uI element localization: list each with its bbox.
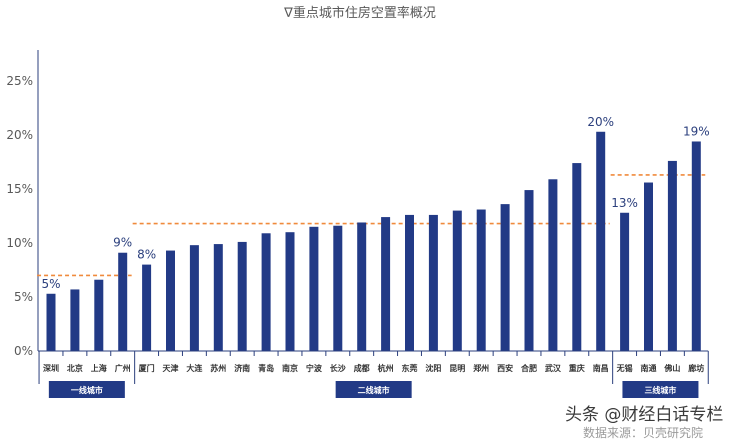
y-axis: 0% 5% 10% 15% 20% 25% xyxy=(6,50,39,358)
x-tick-label: 济南 xyxy=(234,363,250,373)
x-tick-label: 无锡 xyxy=(616,363,633,373)
x-tick-label: 郑州 xyxy=(473,363,489,373)
x-tick-label: 佛山 xyxy=(663,363,680,373)
tier-label: 一线城市 xyxy=(71,385,103,395)
y-tick-label: 0% xyxy=(14,344,33,358)
tier-label: 三线城市 xyxy=(644,385,676,395)
bar xyxy=(94,279,104,351)
x-tick-label: 昆明 xyxy=(449,363,465,373)
bar xyxy=(405,214,414,351)
bar xyxy=(667,160,677,351)
x-tick-label: 北京 xyxy=(67,363,83,373)
y-tick-label: 15% xyxy=(6,182,33,196)
bar xyxy=(309,226,319,351)
bar xyxy=(452,210,462,351)
x-tick-label: 杭州 xyxy=(378,363,394,373)
x-tick-label: 厦门 xyxy=(139,363,155,373)
bar xyxy=(476,209,486,351)
x-tick-label: 合肥 xyxy=(520,363,537,373)
x-tick-label: 广州 xyxy=(115,363,131,373)
y-tick-label: 5% xyxy=(14,290,33,304)
bar xyxy=(548,179,558,351)
data-label: 13% xyxy=(611,196,638,210)
x-tick-label: 西安 xyxy=(497,363,513,373)
x-tick-label: 长沙 xyxy=(330,363,346,373)
bar xyxy=(500,204,510,351)
data-label: 5% xyxy=(41,277,60,291)
tier-label-box xyxy=(622,381,699,398)
bar xyxy=(644,182,653,351)
x-tick-label: 大连 xyxy=(186,363,203,373)
tier-label: 二线城市 xyxy=(358,385,390,395)
x-tick-label: 深圳 xyxy=(43,363,59,373)
data-label: 20% xyxy=(587,115,614,129)
bar xyxy=(237,241,247,351)
bar xyxy=(70,289,80,351)
source-note: 数据来源：贝壳研究院 xyxy=(583,425,703,440)
bar xyxy=(524,190,534,351)
bar xyxy=(166,250,175,351)
bar xyxy=(46,293,56,351)
bars xyxy=(46,131,701,351)
average-lines xyxy=(37,174,706,277)
city-tier-groups: 一线城市 二线城市 三线城市 xyxy=(48,381,699,398)
x-tick-label: 廊坊 xyxy=(688,363,704,373)
watermark: 头条 @财经白话专栏 xyxy=(565,405,723,425)
bar xyxy=(381,217,391,351)
bar xyxy=(118,252,128,351)
chart-title: ∇重点城市住房空置率概况 xyxy=(283,5,436,21)
bar xyxy=(285,232,295,351)
bar xyxy=(428,214,438,351)
x-tick-label: 苏州 xyxy=(210,363,226,373)
y-tick-label: 20% xyxy=(6,128,33,142)
data-label: 19% xyxy=(683,124,710,138)
x-tick-label: 重庆 xyxy=(569,363,585,373)
bar xyxy=(213,244,223,351)
x-tick-label: 天津 xyxy=(163,363,179,373)
tier-label-box xyxy=(335,381,412,398)
data-labels: 5% 9% 8% 20% 13% 19% xyxy=(41,115,709,291)
bar xyxy=(333,225,343,351)
x-tick-label: 南昌 xyxy=(593,363,609,373)
x-tick-label: 东莞 xyxy=(402,363,418,373)
x-tick-label: 青岛 xyxy=(258,363,274,373)
bar xyxy=(189,245,199,351)
x-axis: 深圳 北京 上海 广州 厦门 天津 大连 苏州 济南 青岛 南京 宁波 长沙 成都 杭州 东莞 沈阳 昆明 郑州 西安… xyxy=(38,350,709,384)
bar xyxy=(596,131,606,351)
data-label: 9% xyxy=(113,236,132,250)
x-tick-label: 南通 xyxy=(641,363,657,373)
x-tick-label: 宁波 xyxy=(306,363,323,373)
x-tick-label: 南京 xyxy=(282,363,298,373)
x-tick-label: 成都 xyxy=(354,363,370,373)
bar xyxy=(691,141,701,351)
data-label: 8% xyxy=(137,248,156,262)
tier-label-box xyxy=(48,381,125,398)
bar xyxy=(620,212,630,351)
y-tick-label: 25% xyxy=(6,74,33,88)
x-tick-label: 沈阳 xyxy=(425,363,441,373)
x-tick-label: 上海 xyxy=(91,363,107,373)
bar xyxy=(261,233,271,351)
bar xyxy=(142,264,152,351)
bar xyxy=(572,163,582,351)
bar xyxy=(357,222,367,351)
x-tick-label: 武汉 xyxy=(545,363,562,373)
y-tick-label: 10% xyxy=(6,236,33,250)
